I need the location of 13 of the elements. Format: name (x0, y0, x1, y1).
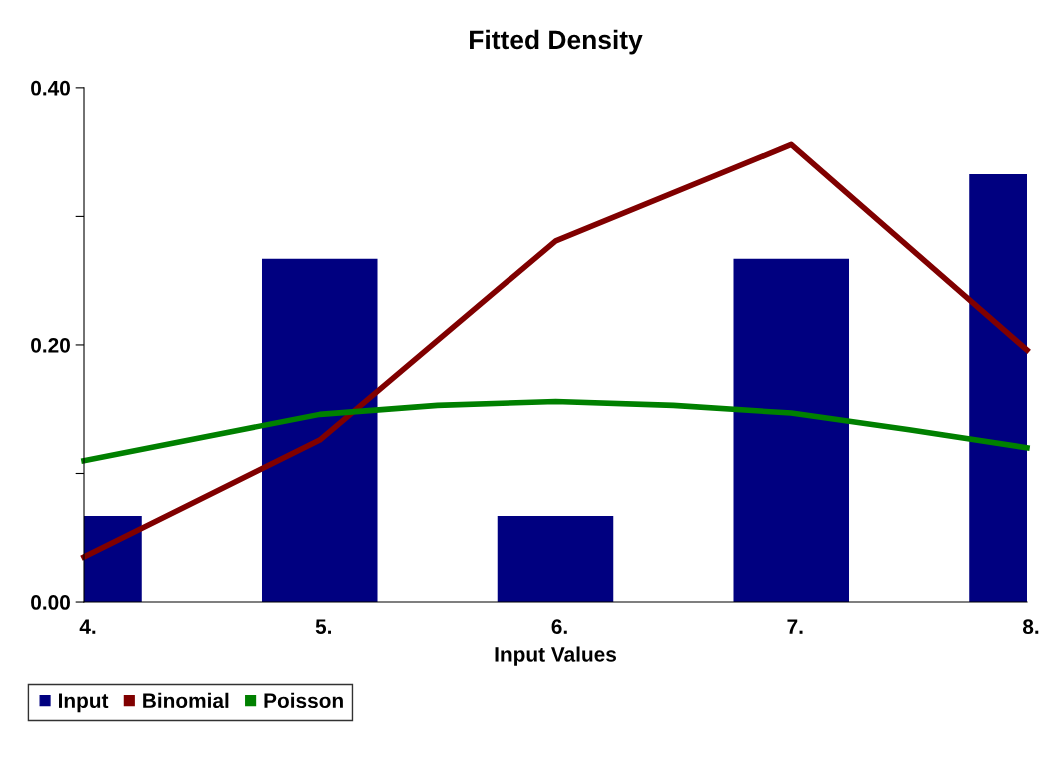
legend-label: Poisson (264, 692, 343, 709)
y-tick-label: 0.20 (31, 337, 70, 353)
y-tick-label: 0.40 (31, 80, 70, 96)
x-axis-title: Input Values (495, 646, 617, 666)
y-tick-label: 0.00 (31, 595, 70, 610)
x-tick-label: 8. (1022, 619, 1039, 634)
chart-title: Fitted Density (470, 29, 643, 55)
x-tick-label: 4. (79, 619, 96, 634)
legend-label: Input (58, 693, 109, 713)
x-tick-label: 5. (315, 619, 332, 634)
legend-label: Binomial (143, 692, 229, 709)
x-tick-label: 7. (787, 619, 803, 634)
x-tick-label: 6. (551, 619, 567, 634)
